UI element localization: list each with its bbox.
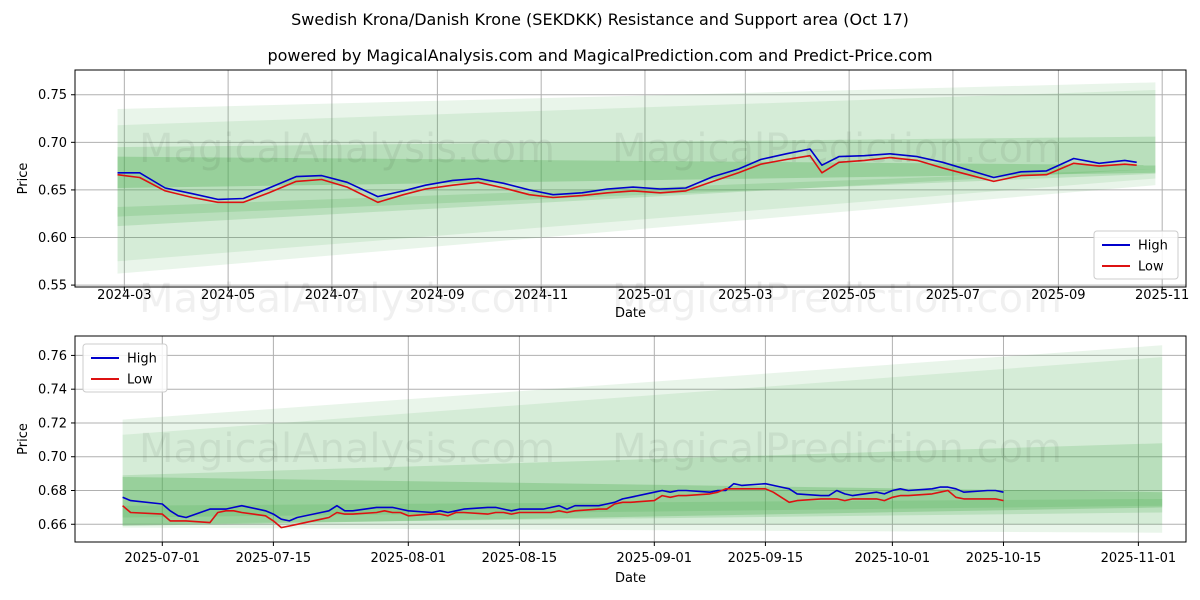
- chart-title: Swedish Krona/Danish Krone (SEKDKK) Resi…: [291, 10, 909, 29]
- band-area: [122, 443, 1163, 525]
- band-area: [122, 498, 1163, 518]
- y-tick-label: 0.65: [38, 183, 67, 198]
- x-tick-label: 2025-05: [822, 288, 876, 303]
- x-tick-label: 2025-09-15: [728, 551, 804, 566]
- y-tick-label: 0.70: [38, 450, 67, 465]
- band-area: [117, 89, 1156, 262]
- y-tick-label: 0.70: [38, 136, 67, 151]
- legend-label-low: Low: [127, 373, 153, 388]
- plot-area: [75, 70, 1186, 287]
- x-tick-label: 2025-07-01: [125, 551, 201, 566]
- watermark: MagicalPrediction.com: [612, 276, 1062, 322]
- plot-frame: [74, 69, 1187, 288]
- watermark: MagicalPrediction.com: [612, 126, 1062, 172]
- y-tick-label: 0.60: [38, 231, 67, 246]
- x-tick-label: 2024-11: [514, 288, 568, 303]
- x-tick-label: 2025-10-15: [966, 551, 1042, 566]
- series-line-low: [117, 154, 1137, 204]
- band-area: [117, 168, 1156, 217]
- x-tick-label: 2025-10-01: [855, 551, 931, 566]
- y-axis-label: Price: [16, 423, 31, 455]
- y-tick-label: 0.72: [38, 416, 67, 431]
- y-tick-label: 0.55: [38, 279, 67, 294]
- x-tick-label: 2025-03: [718, 288, 772, 303]
- x-tick-label: 2024-05: [201, 288, 255, 303]
- plot-area: [75, 336, 1186, 542]
- x-tick-label: 2025-11: [1135, 288, 1189, 303]
- legend-label-low: Low: [1138, 260, 1164, 275]
- watermark: MagicalAnalysis.com: [139, 126, 555, 172]
- y-axis-label: Price: [16, 163, 31, 195]
- y-tick-label: 0.74: [38, 383, 67, 398]
- x-axis-label: Date: [615, 306, 646, 321]
- x-tick-label: 2024-03: [97, 288, 151, 303]
- x-tick-label: 2025-07: [926, 288, 980, 303]
- x-tick-label: 2025-11-01: [1101, 551, 1177, 566]
- x-tick-label: 2025-09: [1031, 288, 1085, 303]
- x-tick-label: 2025-08-15: [482, 551, 558, 566]
- series-line-high: [117, 148, 1137, 201]
- y-tick-label: 0.68: [38, 484, 67, 499]
- legend: High Low: [82, 343, 168, 393]
- watermark: MagicalAnalysis.com: [139, 276, 555, 322]
- watermark: MagicalPrediction.com: [612, 426, 1062, 472]
- plot-frame: [74, 335, 1187, 543]
- y-tick-label: 0.75: [38, 88, 67, 103]
- bottom-chart: 2025-07-01 2025-07-15 2025-08-01 2025-08-15…: [16, 335, 1187, 586]
- support-resistance-bands: [117, 82, 1156, 274]
- band-area: [122, 357, 1163, 525]
- series-lines: [122, 482, 1004, 529]
- x-tick-label: 2025-09-01: [617, 551, 693, 566]
- series-line-high: [122, 482, 1004, 522]
- x-tick-label: 2025-07-15: [236, 551, 312, 566]
- band-area: [117, 156, 1156, 189]
- x-tick-label: 2025-08-01: [371, 551, 447, 566]
- y-tick-label: 0.66: [38, 518, 67, 533]
- y-tick-label: 0.76: [38, 349, 67, 364]
- band-area: [122, 345, 1163, 533]
- legend: High Low: [1093, 230, 1179, 280]
- chart-subtitle: powered by MagicalAnalysis.com and Magic…: [267, 46, 933, 65]
- legend-label-high: High: [1138, 239, 1168, 254]
- series-line-low: [122, 487, 1004, 529]
- legend-label-high: High: [127, 352, 157, 367]
- x-tick-label: 2025-01: [618, 288, 672, 303]
- top-chart: 2024-03 2024-05 2024-07 2024-09 2024-11 2025-…: [16, 69, 1189, 321]
- x-tick-label: 2024-07: [305, 288, 359, 303]
- watermark: MagicalAnalysis.com: [139, 426, 555, 472]
- x-tick-label: 2024-09: [410, 288, 464, 303]
- band-area: [117, 82, 1156, 274]
- x-axis-label: Date: [615, 571, 646, 586]
- series-lines: [117, 148, 1137, 204]
